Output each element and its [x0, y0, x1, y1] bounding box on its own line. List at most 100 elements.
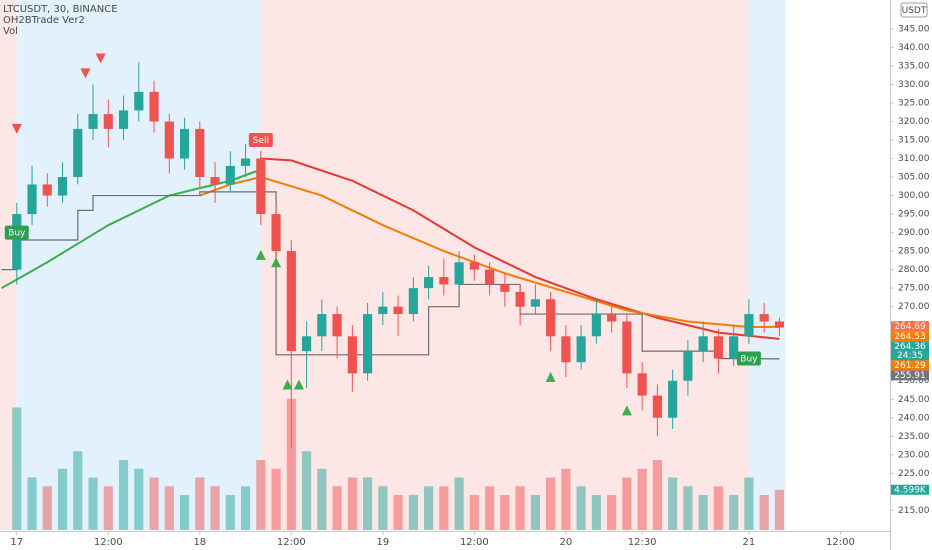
candle-body [57, 177, 68, 196]
y-tick-label: 250.00 [898, 376, 930, 386]
candle-body [576, 336, 586, 363]
candle-body [149, 91, 159, 122]
y-tick-label: 315.00 [898, 136, 930, 146]
candle-body [774, 321, 784, 328]
volume-bar [439, 486, 449, 530]
price-label: 261.29 [894, 361, 926, 371]
trend-zone [748, 0, 786, 530]
volume-bar [759, 495, 769, 530]
candle-body [27, 184, 37, 215]
candle-body [73, 128, 83, 178]
volume-bar [286, 398, 296, 530]
axes: 215.00220.00225.00230.00235.00240.00245.… [10, 24, 929, 548]
candle-body [393, 306, 403, 315]
buy-triangle [621, 405, 632, 416]
y-tick-label: 285.00 [898, 247, 930, 257]
price-label-box [891, 331, 929, 342]
buy-triangle [293, 379, 304, 390]
price-label: 264.36 [894, 342, 926, 352]
candle-body [622, 321, 632, 374]
candle-body [164, 121, 174, 159]
volume-bar [42, 486, 52, 530]
candle-body [759, 314, 769, 322]
indicator-name: OH2BTrade Ver2 [3, 15, 85, 26]
candle-body [12, 214, 22, 270]
volume-bar [530, 495, 540, 530]
sell-triangle [80, 68, 91, 79]
candle-body [378, 306, 388, 315]
candle-body [424, 277, 434, 289]
volume-bar [332, 486, 342, 530]
y-tick-label: 325.00 [898, 98, 930, 108]
buy-triangle [282, 379, 293, 390]
volume-label: 4.599K [894, 485, 927, 495]
candle-body [454, 262, 464, 285]
candle-body [637, 373, 647, 396]
volume-bar [622, 477, 632, 530]
signal-box [4, 225, 29, 240]
y-tick-label: 230.00 [898, 450, 930, 460]
volume-bar [195, 477, 205, 530]
volume-title: Vol [3, 26, 18, 37]
y-tick-label: 280.00 [898, 265, 930, 275]
candle-body [134, 91, 144, 111]
price-label-box [891, 341, 929, 361]
volume-bar [256, 460, 266, 530]
candle-body [210, 177, 220, 185]
volume-bar [454, 477, 464, 530]
candle-body [103, 114, 113, 129]
candle-body [42, 184, 52, 196]
candle-body [530, 299, 540, 307]
volume-bar [774, 489, 784, 530]
volume-pane [12, 398, 784, 530]
candle-body [515, 291, 525, 307]
signals: Buy Sell Buy [4, 53, 761, 416]
volume-bar [546, 477, 556, 530]
x-tick-label: 19 [376, 537, 389, 548]
candle-body [668, 380, 678, 418]
candle-body [332, 314, 342, 337]
volume-bar [179, 495, 190, 530]
indicator-line [1, 168, 262, 290]
volume-bar [668, 477, 678, 530]
x-tick-label: 12:00 [460, 537, 489, 548]
candle-body [698, 336, 708, 352]
sell-triangle [11, 123, 22, 134]
candle-body [118, 110, 129, 129]
volume-bar [57, 468, 68, 530]
candle-body [240, 158, 251, 166]
candle-body [469, 262, 479, 270]
trend-zone [260, 0, 749, 530]
volume-bar [103, 486, 113, 530]
price-label: 264.69 [894, 322, 926, 332]
volume-bar [515, 486, 525, 530]
x-tick-label: 18 [193, 537, 206, 548]
volume-bar [744, 477, 754, 530]
volume-bar [134, 468, 144, 530]
y-tick-label: 245.00 [898, 395, 930, 405]
candle-body [607, 314, 617, 322]
volume-bar [485, 486, 495, 530]
currency: USDT [902, 6, 927, 16]
buy-triangle [545, 372, 556, 383]
volume-bar [576, 486, 586, 530]
volume-bar [729, 495, 739, 530]
volume-bar [378, 486, 388, 530]
y-tick-label: 225.00 [898, 469, 930, 479]
volume-bar [118, 460, 129, 530]
volume-bar [393, 495, 403, 530]
volume-bar [408, 495, 418, 530]
bar-timer: 24:35 [897, 351, 923, 361]
candles [12, 62, 784, 448]
y-tick-label: 295.00 [898, 210, 930, 220]
candle-body [500, 284, 510, 292]
volume-bar [302, 451, 312, 530]
y-tick-label: 300.00 [898, 191, 930, 201]
volume-bar [698, 495, 708, 530]
volume-bar [73, 451, 83, 530]
y-tick-label: 310.00 [898, 154, 930, 164]
y-tick-label: 305.00 [898, 173, 930, 183]
price-label-box [891, 370, 929, 381]
candle-body [546, 299, 556, 337]
